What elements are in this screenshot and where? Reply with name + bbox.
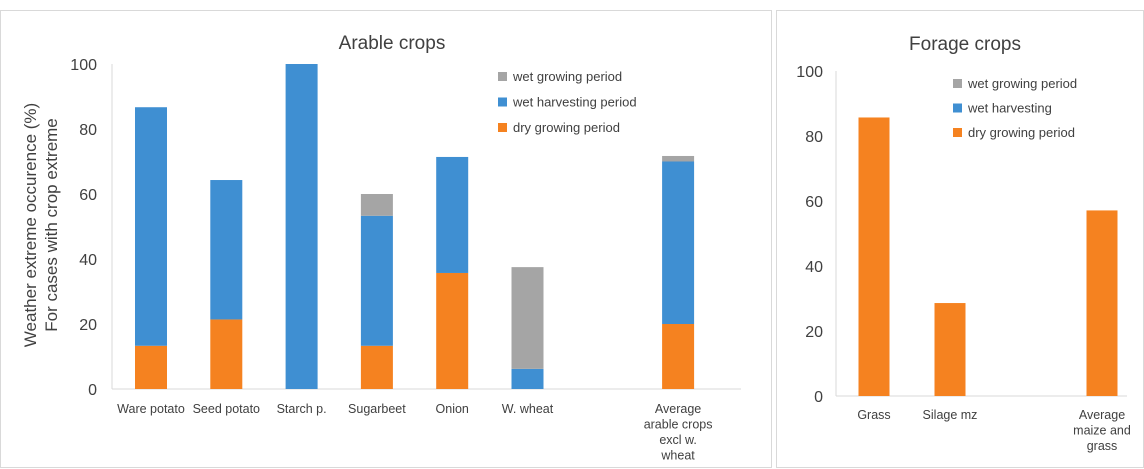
bar-segment <box>360 215 393 346</box>
x-tick-label: Ware potato <box>117 402 185 416</box>
x-tick-label: Seed potato <box>193 402 260 416</box>
forage-crops-panel: Forage crops 0 20 40 60 80 100 Grass Silage mz A… <box>776 10 1144 468</box>
bar-segment <box>858 117 890 396</box>
bar-segment <box>662 155 695 162</box>
legend-swatch <box>498 123 507 132</box>
x-tick-label: Starch p. <box>277 402 327 416</box>
y-tick-label: 80 <box>805 129 823 146</box>
bar-segment <box>135 107 167 346</box>
bar-segment <box>934 303 966 396</box>
y-tick-label: 100 <box>70 57 97 74</box>
x-tick-label: Silage mz <box>923 408 978 422</box>
y-tick-label: 0 <box>88 382 97 399</box>
y-tick-label: 0 <box>814 389 823 406</box>
forage-crops-chart: Forage crops 0 20 40 60 80 100 Grass Silage mz A… <box>796 34 1131 453</box>
x-tick-label: Average <box>1079 408 1125 422</box>
y-tick-label: 100 <box>796 64 823 81</box>
chart-title: Arable crops <box>339 33 446 54</box>
legend-swatch <box>953 79 962 88</box>
legend-swatch <box>498 72 507 81</box>
legend-entry: wet growing period <box>512 69 622 84</box>
chart-title: Forage crops <box>909 34 1021 55</box>
legend-swatch <box>953 128 962 137</box>
bar-segment <box>360 345 393 389</box>
y-axis-label-line: Weather extreme occurence (%) <box>21 103 40 347</box>
x-tick-label: Sugarbeet <box>348 402 406 416</box>
x-tick-label: excl w. <box>659 433 697 447</box>
bar-segment <box>210 319 243 389</box>
bar-segment <box>360 194 393 216</box>
legend-entry: wet harvesting period <box>512 95 637 110</box>
bar-segment <box>436 156 469 273</box>
y-tick-label: 20 <box>79 317 97 334</box>
bar-segment <box>662 161 695 324</box>
y-tick-label: 60 <box>79 187 97 204</box>
y-tick-label: 20 <box>805 324 823 341</box>
y-tick-label: 80 <box>79 122 97 139</box>
y-axis-label-line: For cases with crop extreme <box>42 118 61 332</box>
x-tick-label: arable crops <box>644 418 713 432</box>
y-tick-label: 40 <box>805 259 823 276</box>
legend-entry: dry growing period <box>513 120 620 135</box>
bar-segment <box>511 368 544 389</box>
arable-crops-chart: Weather extreme occurence (%) For cases w… <box>21 33 741 463</box>
y-tick-label: 60 <box>805 194 823 211</box>
x-tick-label: Onion <box>436 402 469 416</box>
bar-segment <box>1086 210 1118 396</box>
legend-swatch <box>498 97 507 107</box>
y-axis-label: Weather extreme occurence (%) For cases w… <box>21 103 61 347</box>
legend-entry: dry growing period <box>968 125 1075 140</box>
x-tick-label: Average <box>655 402 701 416</box>
y-tick-label: 40 <box>79 252 97 269</box>
bar-segment <box>135 345 167 389</box>
x-tick-label: grass <box>1087 439 1118 453</box>
bar-segment <box>511 267 544 369</box>
legend-entry: wet growing period <box>967 76 1077 91</box>
legend-entry: wet harvesting <box>967 101 1052 116</box>
legend-swatch <box>953 103 962 113</box>
arable-crops-panel: Weather extreme occurence (%) For cases w… <box>0 10 772 468</box>
bar-segment <box>210 180 243 320</box>
x-tick-label: maize and <box>1073 424 1131 438</box>
x-tick-label: Grass <box>857 408 890 422</box>
bar-segment <box>436 272 469 389</box>
bar-segment <box>285 64 318 389</box>
x-tick-label: W. wheat <box>502 402 554 416</box>
x-tick-label: wheat <box>660 449 695 463</box>
bar-segment <box>662 324 695 389</box>
